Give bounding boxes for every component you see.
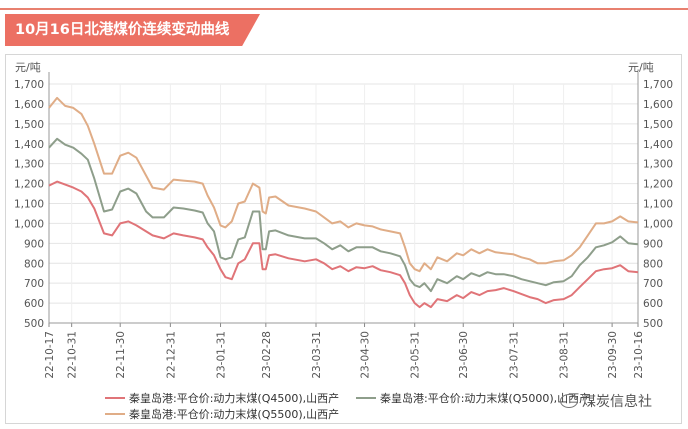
axes: 500 500 600 600 700 700 800 800 900 900 1,000 1,000…	[14, 61, 673, 379]
x-tick-label: 23-03-31	[311, 331, 323, 379]
y-tick-label-left: 1,300	[14, 159, 44, 171]
y-tick-label-right: 600	[643, 298, 663, 310]
series-line-1	[48, 180, 639, 309]
series-line-3	[48, 96, 639, 273]
y-tick-label-right: 1,000	[643, 218, 673, 230]
page-title: 10月16日北港煤价连续变动曲线	[5, 14, 260, 46]
x-tick-label: 23-02-28	[261, 331, 273, 379]
x-tick-label: 22-11-30	[115, 331, 127, 379]
y-tick-label-right: 1,600	[643, 99, 673, 111]
y-tick-label-left: 1,000	[14, 218, 44, 230]
y-tick-label-right: 500	[643, 318, 663, 330]
x-tick-label: 23-01-31	[216, 331, 228, 379]
x-tick-label: 23-10-16	[633, 331, 645, 379]
y-tick-label-right: 1,700	[643, 79, 673, 91]
y-tick-label-left: 700	[24, 278, 44, 290]
y-unit-left: 元/吨	[15, 61, 41, 74]
y-tick-label-right: 1,500	[643, 119, 673, 131]
legend-label-3: 秦皇岛港:平仓价:动力末煤(Q5500),山西产	[129, 407, 339, 421]
x-tick-label: 23-05-31	[410, 331, 422, 379]
y-tick-label-left: 600	[24, 298, 44, 310]
series-lines	[48, 96, 639, 309]
y-tick-label-left: 500	[24, 318, 44, 330]
grid	[48, 83, 639, 324]
watermark: 煤炭信息社	[560, 391, 652, 411]
legend-label-1: 秦皇岛港:平仓价:动力末煤(Q4500),山西产	[129, 391, 339, 405]
x-tick-label: 23-07-31	[508, 331, 520, 379]
x-tick-label: 22-10-31	[67, 331, 79, 379]
legend-label-2: 秦皇岛港:平仓价:动力末煤(Q5000),山西产	[380, 391, 590, 405]
header-divider	[0, 8, 688, 10]
x-tick-label: 22-12-31	[165, 331, 177, 379]
y-tick-label-left: 1,400	[14, 139, 44, 151]
y-unit-right: 元/吨	[628, 61, 654, 74]
legend: 秦皇岛港:平仓价:动力末煤(Q4500),山西产 秦皇岛港:平仓价:动力末煤(Q5…	[105, 391, 590, 421]
y-tick-label-right: 900	[643, 238, 663, 250]
y-tick-label-right: 1,100	[643, 199, 673, 211]
x-tick-label: 23-04-30	[360, 331, 372, 379]
x-tick-label: 23-08-31	[559, 331, 571, 379]
y-tick-label-left: 800	[24, 258, 44, 270]
y-tick-label-right: 1,200	[643, 179, 673, 191]
y-tick-label-left: 1,200	[14, 179, 44, 191]
y-tick-label-left: 1,100	[14, 199, 44, 211]
wechat-icon	[560, 394, 578, 408]
y-tick-label-right: 1,300	[643, 159, 673, 171]
y-tick-label-left: 900	[24, 238, 44, 250]
y-tick-label-left: 1,600	[14, 99, 44, 111]
y-tick-label-right: 1,400	[643, 139, 673, 151]
y-tick-label-left: 1,500	[14, 119, 44, 131]
watermark-text: 煤炭信息社	[582, 394, 652, 410]
x-tick-label: 22-10-17	[44, 331, 56, 379]
y-tick-label-right: 800	[643, 258, 663, 270]
y-tick-label-left: 1,700	[14, 79, 44, 91]
chart-frame	[5, 54, 682, 424]
y-tick-label-right: 700	[643, 278, 663, 290]
x-tick-label: 23-09-30	[607, 331, 619, 379]
x-tick-label: 23-06-30	[458, 331, 470, 379]
series-line-2	[48, 137, 639, 293]
